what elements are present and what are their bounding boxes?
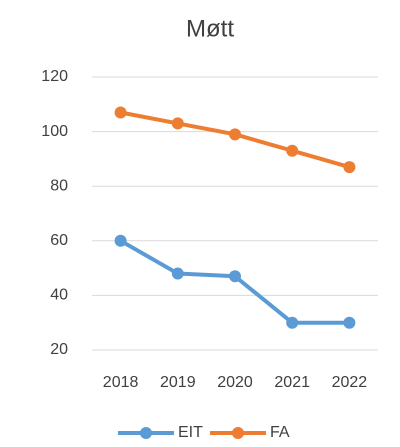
legend-label: EIT: [178, 424, 203, 441]
y-tick-label: 80: [50, 177, 68, 194]
x-tick-label: 2020: [217, 374, 253, 391]
data-point: [171, 117, 184, 130]
y-tick-label: 100: [41, 123, 68, 140]
data-point: [114, 106, 127, 119]
x-tick-label: 2019: [160, 374, 196, 391]
data-point: [286, 316, 299, 329]
legend-marker: [140, 427, 152, 439]
x-tick-label: 2021: [274, 374, 310, 391]
legend-marker: [232, 427, 244, 439]
y-tick-label: 120: [41, 68, 68, 85]
legend-label: FA: [270, 424, 290, 441]
chart-title: Møtt: [186, 15, 234, 42]
data-point: [286, 144, 299, 157]
x-tick-label: 2022: [332, 374, 368, 391]
data-point: [114, 234, 127, 247]
data-point: [229, 270, 241, 283]
data-point: [171, 267, 184, 280]
data-point: [229, 128, 241, 141]
y-tick-label: 60: [50, 232, 68, 249]
x-tick-label: 2018: [103, 374, 139, 391]
data-point: [343, 161, 356, 174]
y-tick-label: 20: [50, 341, 68, 358]
y-tick-label: 40: [50, 287, 68, 304]
data-point: [343, 316, 356, 329]
